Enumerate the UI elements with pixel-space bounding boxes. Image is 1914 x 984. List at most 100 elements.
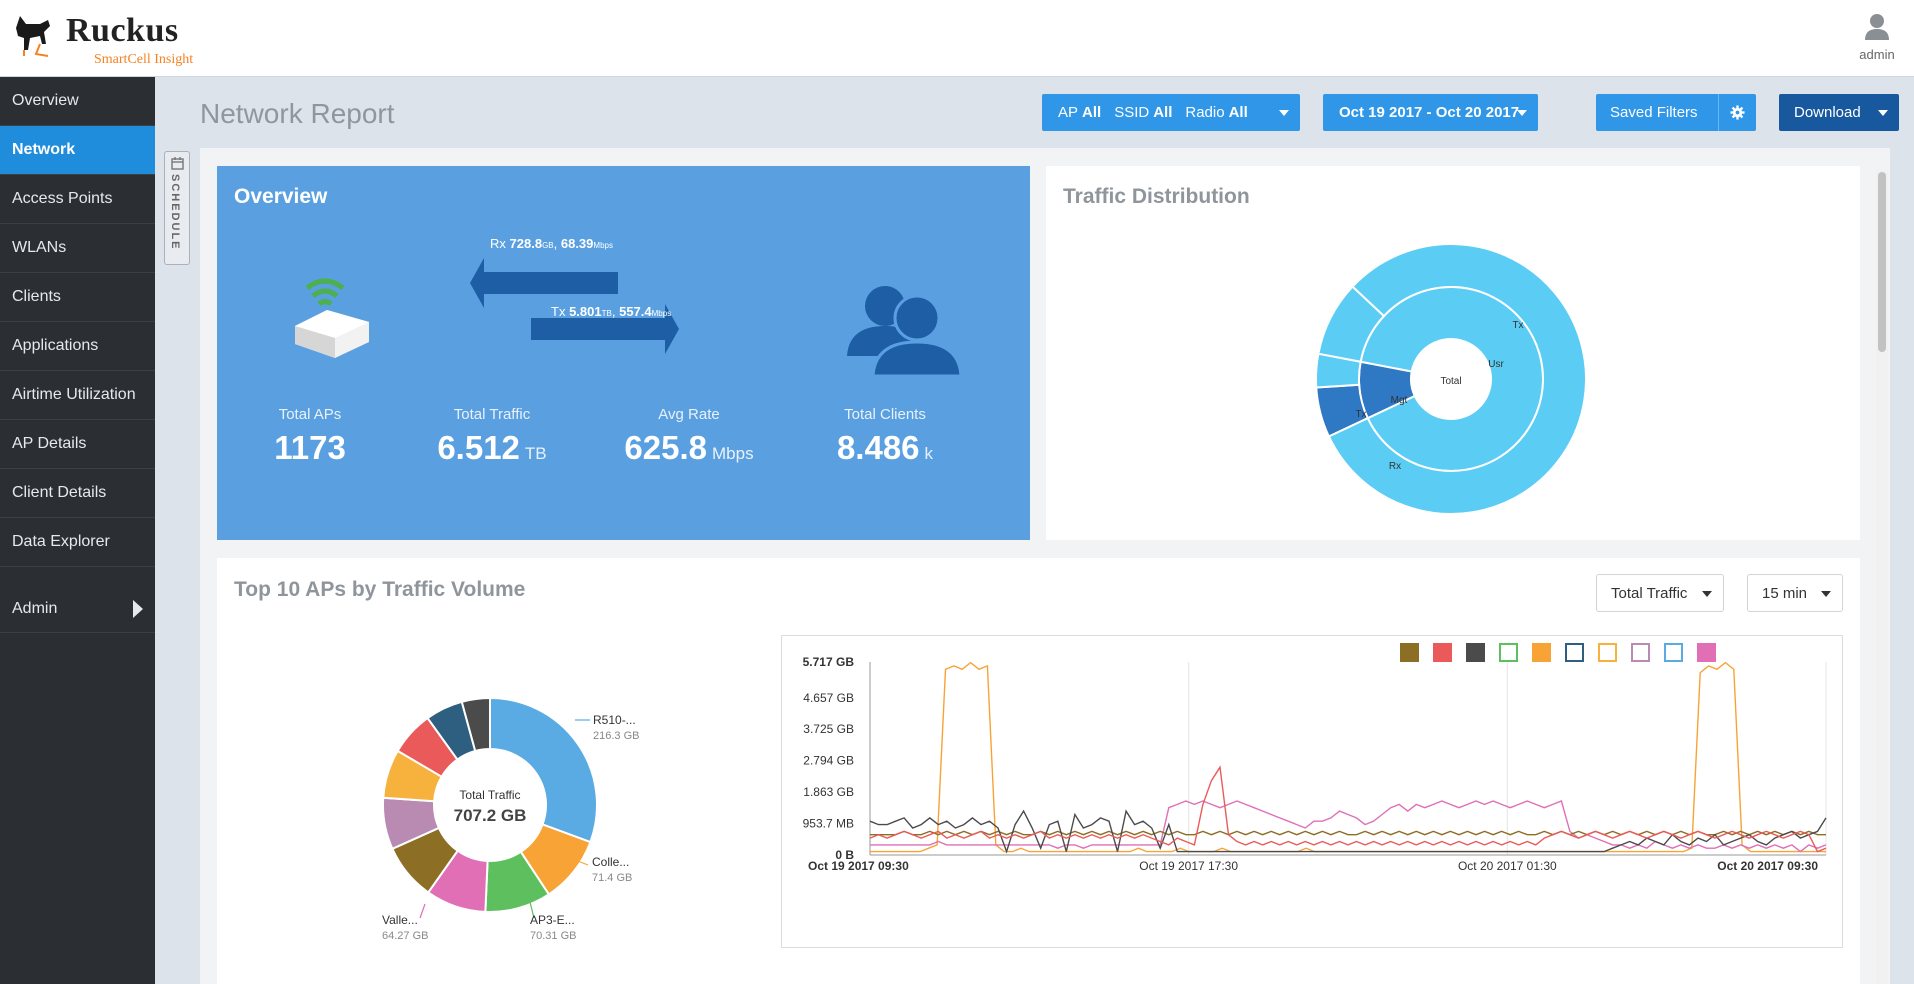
nav-wlans[interactable]: WLANs: [0, 224, 155, 273]
legend-swatch[interactable]: [1433, 643, 1452, 662]
rx-volume-unit: GB: [542, 241, 554, 250]
nav-clients[interactable]: Clients: [0, 273, 155, 322]
overview-title: Overview: [234, 185, 328, 208]
tx-arrow: [531, 304, 679, 354]
nav-admin-label: Admin: [12, 599, 58, 617]
kpi-value: 6.512: [437, 429, 520, 466]
date-range-value: Oct 19 2017 - Oct 20 2017: [1339, 104, 1520, 121]
legend-swatch[interactable]: [1598, 643, 1617, 662]
user-menu[interactable]: admin: [1852, 12, 1902, 62]
traffic-distribution-title: Traffic Distribution: [1063, 185, 1250, 208]
access-point-icon: [295, 278, 369, 358]
kpi-value: 1173: [274, 429, 346, 466]
x-tick-label: Oct 20 2017 09:30: [1717, 859, 1818, 873]
filter-ssid-label: SSID: [1114, 104, 1150, 121]
chevron-right-icon: [133, 599, 143, 618]
interval-dropdown[interactable]: 15 min: [1747, 574, 1843, 612]
date-range-dropdown[interactable]: Oct 19 2017 - Oct 20 2017: [1323, 94, 1538, 131]
download-button[interactable]: Download: [1779, 94, 1899, 131]
nav-data-explorer[interactable]: Data Explorer: [0, 518, 155, 567]
nav-airtime-utilization[interactable]: Airtime Utilization: [0, 371, 155, 420]
tx-stats: Tx 5.801TB, 557.4Mbps: [551, 304, 672, 319]
scrollbar[interactable]: [1876, 170, 1888, 984]
tx-rate-unit: Mbps: [651, 309, 672, 318]
filter-ssid-value: All: [1153, 104, 1173, 121]
filter-dropdown[interactable]: AP All SSID All Radio All: [1042, 94, 1300, 131]
legend-swatch[interactable]: [1664, 643, 1683, 662]
kpi-label: Avg Rate: [658, 406, 720, 423]
top10-title: Top 10 APs by Traffic Volume: [234, 578, 526, 601]
user-name: admin: [1859, 47, 1895, 62]
legend-swatch[interactable]: [1466, 643, 1485, 662]
rx-volume: 728.8: [509, 236, 543, 251]
brand-tagline: SmartCell Insight: [94, 52, 194, 67]
donut-center-value: 707.2 GB: [454, 806, 527, 825]
nav-client-details[interactable]: Client Details: [0, 469, 155, 518]
tx-volume: 5.801: [569, 304, 602, 319]
overview-panel: Overview Rx 728.8GB, 68.39Mbps Tx 5.801T…: [217, 166, 1030, 540]
x-tick-label: Oct 20 2017 01:30: [1458, 859, 1557, 873]
series-line: [869, 765, 1827, 853]
ruckus-logo[interactable]: Ruckus SmartCell Insight: [10, 10, 200, 72]
kpi-total-clients: Total Clients 8.486 k: [800, 406, 970, 467]
donut-callout-value: 216.3 GB: [593, 730, 639, 742]
nav-overview[interactable]: Overview: [0, 77, 155, 126]
nav-applications[interactable]: Applications: [0, 322, 155, 371]
y-tick-label: 3.725 GB: [803, 722, 854, 736]
tx-volume-unit: TB: [601, 309, 612, 318]
rx-arrow: [470, 258, 618, 308]
filter-ap-label: AP: [1058, 104, 1079, 121]
traffic-line-chart: 0 B 953.7 MB 1.863 GB 2.794 GB 3.725 GB 4.657…: [803, 655, 1827, 873]
kpi-label: Total APs: [278, 406, 342, 423]
saved-filters-button[interactable]: Saved Filters: [1596, 94, 1756, 131]
kpi-value: 625.8: [624, 429, 707, 466]
donut-callout-name: AP3-E...: [530, 913, 575, 927]
legend-swatch[interactable]: [1631, 643, 1650, 662]
traffic-distribution-chart: Total Mgt Usr Tx Rx Tx: [1316, 244, 1586, 514]
legend-swatch[interactable]: [1697, 643, 1716, 662]
donut-callout-line: [574, 859, 589, 866]
kpi-value: 8.486: [836, 429, 920, 466]
nav-network[interactable]: Network: [0, 126, 155, 175]
filter-radio-label: Radio: [1185, 104, 1225, 121]
donut-callout-value: 64.27 GB: [382, 930, 428, 940]
sunburst-label-mgt: Mgt: [1391, 395, 1408, 406]
nav-admin[interactable]: Admin: [0, 585, 155, 633]
x-tick-label: Oct 19 2017 17:30: [1139, 859, 1238, 873]
kpi-label: Total Traffic: [453, 406, 531, 423]
legend-swatch[interactable]: [1565, 643, 1584, 662]
y-tick-label: 1.863 GB: [803, 785, 854, 799]
page-title: Network Report: [200, 98, 395, 129]
traffic-line-chart-box: 0 B 953.7 MB 1.863 GB 2.794 GB 3.725 GB 4.657…: [781, 635, 1843, 948]
series-line: [870, 800, 1827, 853]
scrollbar-thumb[interactable]: [1878, 172, 1886, 352]
top10-donut-chart: Total Traffic 707.2 GB R510-... 216.3 GB Col…: [382, 696, 639, 940]
nav-ap-details[interactable]: AP Details: [0, 420, 155, 469]
series-line: [870, 661, 1826, 853]
metric-dropdown[interactable]: Total Traffic: [1596, 574, 1724, 612]
filter-ap-value: All: [1082, 104, 1102, 121]
rx-label: Rx: [490, 236, 506, 251]
interval-dropdown-value: 15 min: [1762, 584, 1808, 602]
metric-dropdown-value: Total Traffic: [1611, 584, 1688, 602]
sunburst-label-rx: Rx: [1389, 461, 1401, 472]
brand-name: Ruckus: [66, 12, 179, 49]
legend-swatch[interactable]: [1532, 643, 1551, 662]
sunburst-outer-segment: [1327, 244, 1586, 514]
caret-down-icon: [1702, 591, 1712, 597]
caret-down-icon: [1878, 110, 1888, 116]
kpi-unit: k: [924, 444, 934, 463]
sunburst-label-usr: Usr: [1488, 359, 1504, 370]
series-line: [869, 809, 1827, 854]
legend-swatch[interactable]: [1499, 643, 1518, 662]
legend-swatch[interactable]: [1400, 643, 1419, 662]
donut-callout-name: R510-...: [593, 713, 636, 727]
donut-center-label: Total Traffic: [459, 788, 520, 802]
traffic-distribution-panel: Traffic Distribution Total Mgt Usr Tx Rx Tx: [1046, 166, 1860, 540]
schedule-tab[interactable]: SCHEDULE: [164, 151, 190, 265]
gear-icon[interactable]: [1718, 94, 1756, 131]
y-tick-label: 2.794 GB: [803, 754, 854, 768]
nav-access-points[interactable]: Access Points: [0, 175, 155, 224]
caret-down-icon: [1517, 110, 1527, 116]
line-chart-legend: [1400, 643, 1716, 662]
